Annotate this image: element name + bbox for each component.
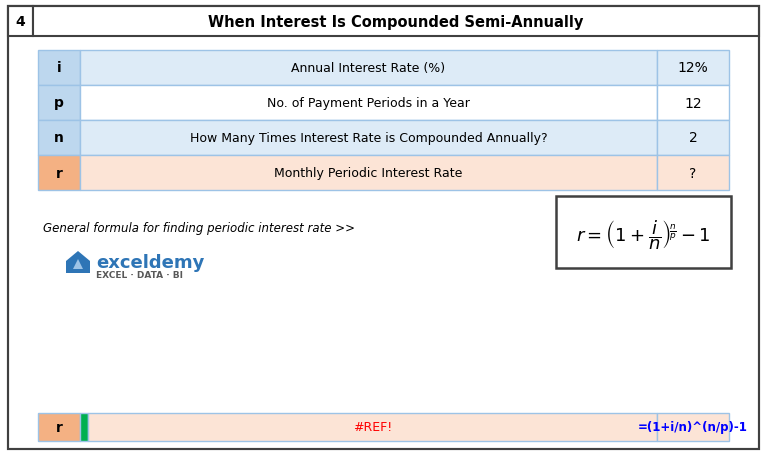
Polygon shape [73, 259, 83, 269]
Bar [38, 413, 80, 441]
Bar [80, 121, 657, 156]
Bar [657, 156, 729, 190]
Text: p: p [54, 96, 64, 110]
Bar [80, 51, 657, 86]
Text: How Many Times Interest Rate is Compounded Annually?: How Many Times Interest Rate is Compound… [189, 132, 548, 145]
Text: EXCEL · DATA · BI: EXCEL · DATA · BI [96, 270, 183, 279]
Bar [38, 51, 80, 86]
Text: ?: ? [690, 166, 696, 180]
Bar [556, 196, 731, 269]
Bar [657, 413, 729, 441]
Polygon shape [66, 252, 90, 274]
Text: =(1+i/n)^(n/p)-1: =(1+i/n)^(n/p)-1 [638, 420, 748, 434]
Text: When Interest Is Compounded Semi-Annually: When Interest Is Compounded Semi-Annuall… [209, 15, 584, 29]
Bar [80, 413, 88, 441]
Bar [38, 156, 80, 190]
Text: #REF!: #REF! [353, 420, 392, 434]
Bar [38, 121, 80, 156]
Text: i: i [57, 62, 61, 75]
Text: $r = \left(1+\dfrac{i}{n}\right)^{\!\frac{n}{p}}-1$: $r = \left(1+\dfrac{i}{n}\right)^{\!\fra… [576, 218, 711, 251]
Text: 12: 12 [684, 96, 702, 110]
Bar [8, 7, 33, 37]
Bar [657, 121, 729, 156]
Text: No. of Payment Periods in a Year: No. of Payment Periods in a Year [267, 97, 470, 110]
Bar [80, 86, 657, 121]
Bar [88, 413, 657, 441]
Text: r: r [55, 166, 62, 180]
Text: Monthly Periodic Interest Rate: Monthly Periodic Interest Rate [275, 167, 463, 179]
Text: n: n [54, 131, 64, 145]
Text: 12%: 12% [677, 62, 709, 75]
Text: Annual Interest Rate (%): Annual Interest Rate (%) [291, 62, 446, 75]
Text: 2: 2 [689, 131, 697, 145]
Bar [33, 7, 759, 37]
Bar [38, 86, 80, 121]
Text: 4: 4 [15, 15, 25, 29]
Bar [80, 156, 657, 190]
Text: r: r [55, 420, 62, 434]
Bar [657, 51, 729, 86]
Text: exceldemy: exceldemy [96, 253, 204, 271]
Text: General formula for finding periodic interest rate >>: General formula for finding periodic int… [43, 222, 355, 235]
Bar [657, 86, 729, 121]
